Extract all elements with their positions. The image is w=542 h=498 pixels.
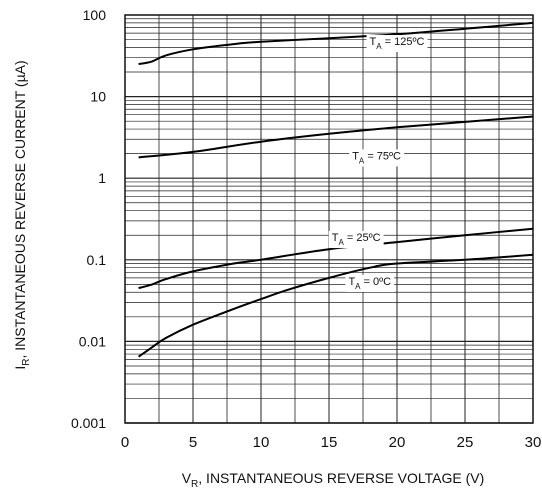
y-tick-label: 0.1 bbox=[87, 252, 107, 268]
series-layer bbox=[139, 23, 533, 357]
y-tick-label: 1 bbox=[98, 170, 106, 186]
series-line-1 bbox=[139, 117, 533, 158]
y-axis-subscript: R bbox=[21, 359, 32, 366]
y-tick-label: 0.001 bbox=[71, 415, 106, 431]
y-axis-text: , INSTANTANEOUS REVERSE CURRENT (µA) bbox=[12, 60, 28, 358]
y-axis-symbol: I bbox=[12, 366, 28, 370]
x-tick-label: 15 bbox=[321, 434, 338, 451]
y-tick-label: 0.01 bbox=[79, 333, 106, 349]
y-tick-label: 10 bbox=[90, 89, 106, 105]
x-axis-title: VR, INSTANTANEOUS REVERSE VOLTAGE (V) bbox=[182, 470, 485, 490]
grid bbox=[125, 15, 533, 423]
x-axis-text: , INSTANTANEOUS REVERSE VOLTAGE (V) bbox=[198, 470, 484, 486]
x-axis-symbol: V bbox=[182, 470, 191, 486]
x-tick-label: 25 bbox=[457, 434, 474, 451]
y-axis-title: IR, INSTANTANEOUS REVERSE CURRENT (µA) bbox=[12, 60, 32, 369]
x-tick-label: 20 bbox=[389, 434, 406, 451]
x-tick-label: 5 bbox=[189, 434, 197, 451]
y-tick-label: 100 bbox=[83, 7, 107, 23]
x-tick-label: 30 bbox=[525, 434, 542, 451]
x-axis-subscript: R bbox=[191, 479, 198, 490]
x-tick-label: 0 bbox=[121, 434, 129, 451]
x-tick-label: 10 bbox=[253, 434, 270, 451]
